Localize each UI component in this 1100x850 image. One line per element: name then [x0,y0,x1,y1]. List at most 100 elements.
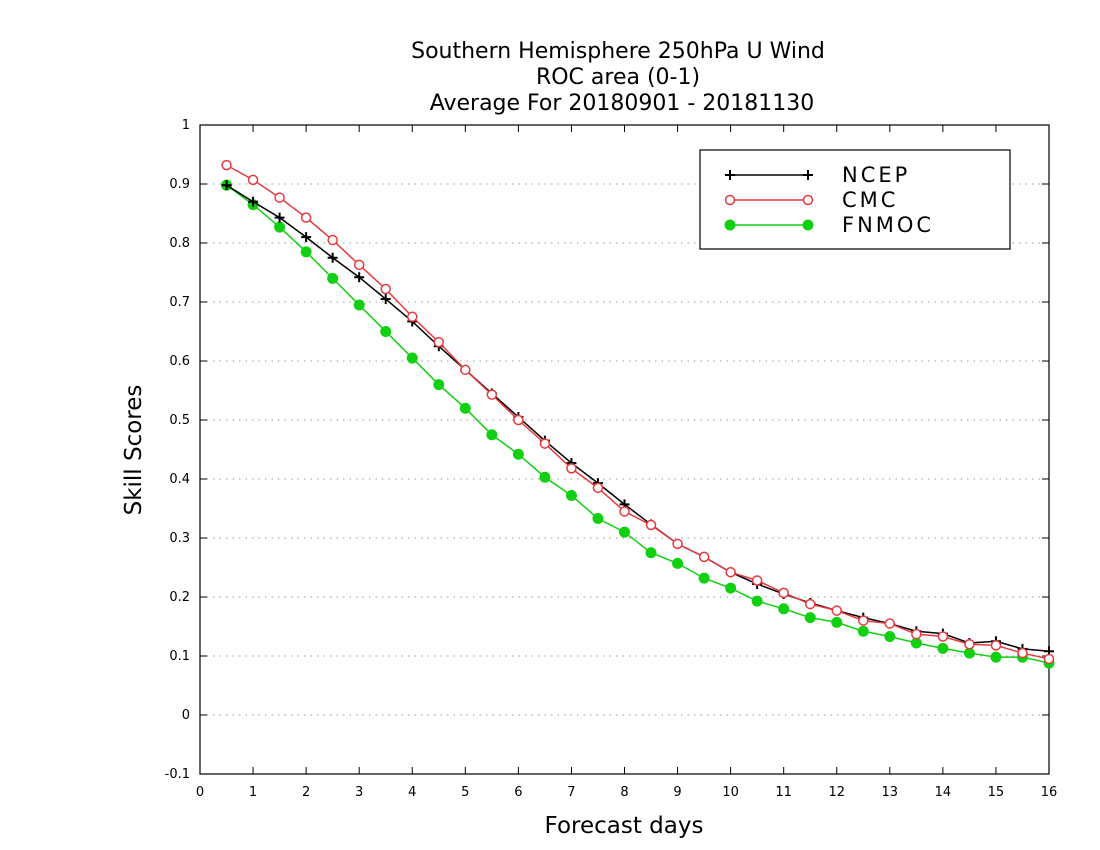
data-point-cmc [804,598,816,610]
y-tick-label: 0.6 [169,354,190,369]
data-point-fnmoc [512,448,524,460]
x-tick-label: 11 [775,785,792,800]
legend-entry-cmc: CMC [724,188,898,212]
data-point-fnmoc [778,603,790,615]
data-point-cmc [566,463,577,474]
data-point-cmc [353,259,365,271]
data-point-cmc [778,587,789,599]
data-point-fnmoc [619,526,630,538]
data-point-fnmoc [274,221,286,233]
series-fnmoc [221,179,1055,669]
x-tick-label: 14 [935,785,952,800]
x-tick-label: 13 [882,785,899,800]
legend-label-fnmoc: FNMOC [842,213,934,237]
data-point-cmc [539,438,551,449]
data-point-ncep [380,294,391,305]
chart-title: Southern Hemisphere 250hPa U Wind ROC ar… [411,39,825,116]
chart-title-line-2: ROC area (0-1) [536,65,700,90]
data-point-cmc [698,551,710,563]
data-point-fnmoc [884,631,896,643]
data-point-fnmoc [380,326,392,337]
data-point-ncep [248,196,259,207]
data-point-fnmoc [645,547,657,559]
data-point-cmc [725,566,736,578]
y-tick-label: 0.1 [169,649,190,664]
x-tick-label: 7 [567,785,575,800]
y-tick-label: 0.4 [169,472,190,487]
data-point-cmc [380,283,391,295]
legend-marker [725,170,735,180]
data-point-cmc [460,364,471,376]
x-tick-label: 9 [673,785,681,800]
data-point-cmc [407,311,418,322]
x-tick-label: 12 [828,785,845,800]
x-tick-label: 4 [408,785,416,800]
x-axis-title: Forecast days [545,813,704,839]
data-point-fnmoc [751,595,763,607]
x-tick-label: 5 [461,785,469,800]
legend-label-cmc: CMC [842,188,898,212]
y-tick-label: 0 [182,708,190,723]
data-point-fnmoc [406,352,418,364]
data-point-fnmoc [592,513,604,525]
data-point-cmc [433,336,445,348]
data-point-cmc [274,192,285,203]
data-point-cmc [937,631,949,642]
data-point-cmc [831,605,842,616]
y-axis-title: Skill Scores [121,385,147,516]
data-point-fnmoc [486,429,498,441]
legend-marker [724,194,736,206]
legend-marker [802,219,814,231]
x-tick-label: 2 [302,785,310,800]
data-point-ncep [221,180,232,191]
series-line-ncep [226,184,1050,653]
chart-title-line-1: Southern Hemisphere 250hPa U Wind [411,39,825,64]
data-point-cmc [911,628,922,640]
data-point-cmc [592,482,604,494]
y-tick-label: -0.1 [165,767,190,782]
axis-ticks: -0.100.10.20.30.40.50.60.70.80.910 1 2 3 4 5 6… [165,118,1058,800]
x-tick-label: 6 [514,785,522,800]
series-lines [221,159,1055,669]
data-point-fnmoc [459,402,471,414]
data-point-cmc [247,174,259,186]
y-tick-label: 0.7 [169,295,190,310]
data-point-cmc [513,414,524,426]
data-point-cmc [964,638,975,650]
data-point-cmc [672,538,683,550]
data-point-fnmoc [990,651,1002,663]
data-point-ncep [354,272,365,283]
legend-entry-fnmoc: FNMOC [724,213,934,237]
data-point-fnmoc [963,647,975,659]
data-point-cmc [884,618,896,629]
data-point-fnmoc [327,272,339,284]
legend-label-ncep: NCEP [842,163,910,187]
data-point-cmc [300,212,312,223]
data-point-cmc [1017,647,1028,659]
legend-marker [803,170,813,180]
data-point-cmc [751,575,763,586]
data-point-fnmoc [300,246,312,258]
x-tick-label: 16 [1041,785,1058,800]
data-point-fnmoc [804,612,816,624]
chart-title-line-3: Average For 20180901 - 20181130 [430,91,815,116]
data-point-ncep [327,252,338,263]
x-tick-label: 0 [196,785,204,800]
series-cmc [221,159,1055,665]
x-tick-label: 15 [988,785,1005,800]
legend-marker [802,194,814,206]
y-tick-label: 0.9 [169,177,190,192]
data-point-fnmoc [698,572,710,584]
data-point-fnmoc [433,379,445,391]
y-tick-label: 0.3 [169,531,190,546]
data-point-fnmoc [353,299,365,311]
data-point-fnmoc [937,642,949,654]
x-tick-label: 3 [355,785,363,800]
data-point-cmc [619,506,630,517]
y-tick-label: 0.5 [169,413,190,428]
data-point-fnmoc [725,582,737,594]
legend-marker [724,219,736,231]
data-point-cmc [990,640,1002,651]
